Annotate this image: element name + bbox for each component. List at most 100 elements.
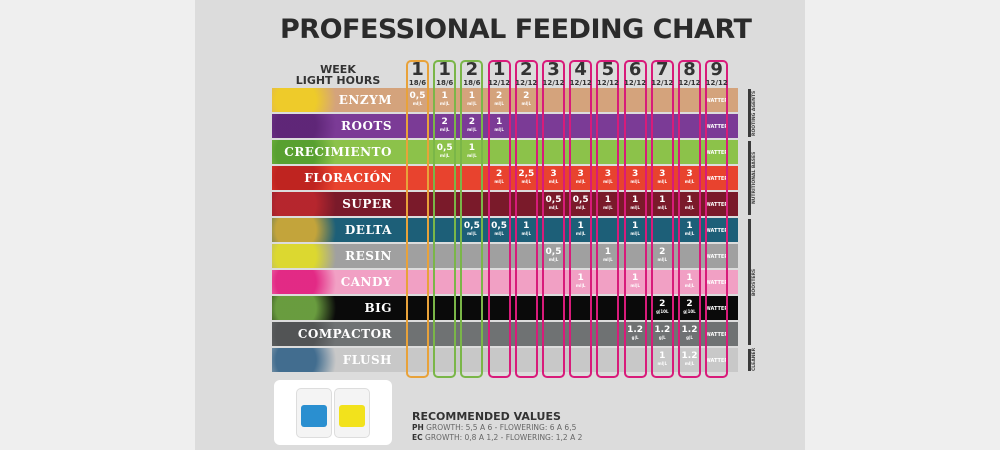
- product-row-floración: FLORACIÓN: [272, 166, 738, 190]
- dose-value: 0,5: [491, 221, 508, 231]
- product-row-flush: FLUSH: [272, 348, 738, 372]
- ec-text: GROWTH: 0,8 A 1,2 - FLOWERING: 1,2 A 2: [425, 433, 583, 442]
- dose-cell: 1 ml|L: [594, 196, 621, 211]
- product-illustration-icon: [272, 244, 352, 268]
- dose-unit: g|L: [658, 335, 666, 340]
- dose-unit: ml|L: [575, 283, 586, 288]
- dose-cell: 1 ml|L: [649, 352, 676, 367]
- week-column-outline: [406, 60, 429, 378]
- dose-unit: ml|L: [684, 205, 695, 210]
- product-illustration-icon: [272, 322, 352, 346]
- dose-unit: ml|L: [630, 283, 640, 288]
- dose-value: 0,5: [436, 143, 453, 153]
- product-row-resin: RESIN: [272, 244, 738, 268]
- dose-cell: 3 ml|L: [594, 170, 621, 185]
- dose-cell: 2 ml|L: [513, 92, 540, 107]
- dose-value: 2: [495, 91, 503, 101]
- dose-value: 2,5: [518, 169, 535, 179]
- product-illustration-icon: [272, 140, 352, 164]
- dose-unit: ml|L: [548, 179, 559, 184]
- group-bar: [748, 89, 751, 137]
- dose-unit: ml|L: [467, 127, 477, 132]
- dose-cell: 2 g|10L: [649, 300, 676, 315]
- dose-value: 3: [686, 169, 693, 179]
- dose-value: 1.2: [681, 325, 698, 335]
- group-bar: [748, 141, 751, 215]
- header-label: WEEK LIGHT HOURS: [288, 64, 388, 86]
- dose-unit: ml|L: [467, 153, 477, 158]
- week-number: 8: [683, 59, 696, 80]
- product-row-compactor: COMPACTOR: [272, 322, 738, 346]
- dose-unit: ml|L: [684, 361, 695, 366]
- dose-value: 1.2: [654, 325, 671, 335]
- product-row-crecimiento: CRECIMIENTO: [272, 140, 738, 164]
- product-illustration-icon: [272, 88, 352, 112]
- dose-cell: 2 g|10L: [676, 300, 703, 315]
- dose-unit: ml|L: [657, 179, 668, 184]
- dose-value: 2: [495, 169, 503, 179]
- dose-cell: 2 ml|L: [458, 118, 485, 133]
- product-row-big: BIG: [272, 296, 738, 320]
- water-cell: WATTER: [705, 332, 729, 338]
- dose-value: 1: [659, 195, 666, 205]
- dose-value: 1: [686, 273, 693, 283]
- week-number: 4: [574, 59, 587, 80]
- week-column-outline: [596, 60, 620, 378]
- dose-cell: 0,5 ml|L: [540, 196, 567, 211]
- dose-unit: ml|L: [657, 361, 668, 366]
- product-illustration-icon: [272, 348, 352, 372]
- dose-cell: 1 ml|L: [622, 274, 649, 289]
- ec-values: EC GROWTH: 0,8 A 1,2 - FLOWERING: 1,2 A …: [412, 433, 582, 443]
- dose-unit: ml|L: [575, 205, 586, 210]
- dose-value: 2: [686, 299, 693, 309]
- dose-cell: 1.2 ml|L: [676, 352, 703, 367]
- dose-value: 3: [550, 169, 557, 179]
- water-cell: WATTER: [705, 306, 729, 312]
- recommended-title: RECOMMENDED VALUES: [412, 410, 561, 423]
- dose-unit: ml|L: [630, 179, 640, 184]
- light-hours: 12/12: [596, 79, 619, 87]
- dose-value: 1: [577, 221, 584, 231]
- product-illustration-icon: [272, 192, 352, 216]
- product-name: ROOTS: [341, 119, 392, 133]
- dose-cell: 1 ml|L: [622, 196, 649, 211]
- product-name: FLUSH: [342, 353, 392, 367]
- dose-value: 1: [441, 91, 448, 101]
- dose-unit: ml|L: [412, 101, 423, 106]
- week-label: WEEK: [320, 63, 356, 76]
- week-column-outline: [433, 60, 457, 378]
- light-hours: 12/12: [542, 79, 565, 87]
- week-number: 2: [465, 59, 479, 80]
- week-number: 3: [547, 59, 560, 80]
- dose-unit: g|L: [631, 335, 639, 340]
- dose-unit: ml|L: [657, 257, 668, 262]
- water-cell: WATTER: [705, 176, 729, 182]
- dose-value: 2: [659, 247, 666, 257]
- dose-unit: ml|L: [467, 231, 477, 236]
- week-column-outline: [650, 60, 674, 378]
- dose-unit: ml|L: [603, 205, 613, 210]
- dose-cell: 3 ml|L: [540, 170, 567, 185]
- dose-unit: g|10L: [683, 309, 696, 314]
- ph-values: PH GROWTH: 5,5 A 6 - FLOWERING: 6 A 6,5: [412, 423, 582, 433]
- product-illustration-icon: [272, 218, 352, 242]
- dose-cell: 2 ml|L: [649, 248, 676, 263]
- water-cell: WATTER: [705, 280, 729, 286]
- week-column-outline: [569, 60, 593, 378]
- week-column-outline: [542, 60, 565, 378]
- product-illustration-icon: [272, 296, 352, 320]
- product-name: FLORACIÓN: [304, 171, 392, 185]
- dose-cell: 1.2 g|L: [622, 326, 649, 341]
- dose-cell: 1 ml|L: [431, 92, 458, 107]
- light-hours: 18/6: [436, 79, 454, 87]
- week-column-outline: [705, 60, 729, 378]
- dose-cell: 1 ml|L: [486, 118, 513, 133]
- dose-cell: 1 ml|L: [622, 222, 649, 237]
- dose-cell: 0,5 ml|L: [431, 144, 458, 159]
- dose-cell: 1.2 g|L: [649, 326, 676, 341]
- week-column-outline: [514, 60, 538, 378]
- dose-cell: 2 ml|L: [486, 170, 513, 185]
- dose-value: 0,5: [572, 195, 589, 205]
- dose-value: 0,5: [463, 221, 480, 231]
- dose-unit: ml|L: [521, 179, 532, 184]
